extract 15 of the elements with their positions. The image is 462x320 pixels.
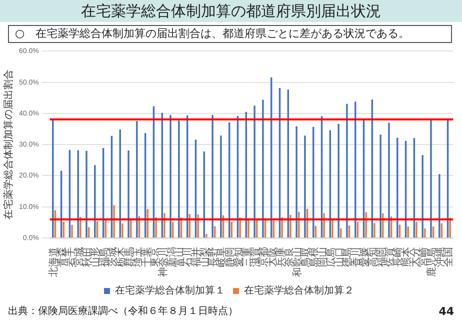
x-tick-label: 愛知: [232, 247, 244, 267]
x-tick-label: 茨城: [106, 247, 118, 267]
x-tick-label: 長野: [208, 247, 220, 267]
x-tick-label: 群馬: [123, 247, 136, 267]
x-tick-label: 滋賀: [249, 247, 262, 267]
y-axis-title: 在宅薬学総合体制加算の届出割合: [2, 70, 15, 220]
x-tick-label: 全国: [442, 247, 455, 267]
source-note: 出典：保険局医療課調べ（令和６年８月１日時点）: [8, 305, 238, 318]
chart-title: 在宅薬学総合体制加算の都道府県別届出状況: [0, 0, 462, 22]
legend-label: 在宅薬学総合体制加算２: [244, 284, 354, 297]
legend-label: 在宅薬学総合体制加算１: [115, 284, 225, 297]
x-tick-label: 和歌山: [291, 247, 304, 277]
x-tick-label: 兵庫: [274, 247, 286, 267]
chart-subtitle: ○ 在宅薬学総合体制加算の届出割合は、都道府県ごとに差がある状況である。: [8, 25, 452, 43]
text: 44: [438, 305, 454, 318]
